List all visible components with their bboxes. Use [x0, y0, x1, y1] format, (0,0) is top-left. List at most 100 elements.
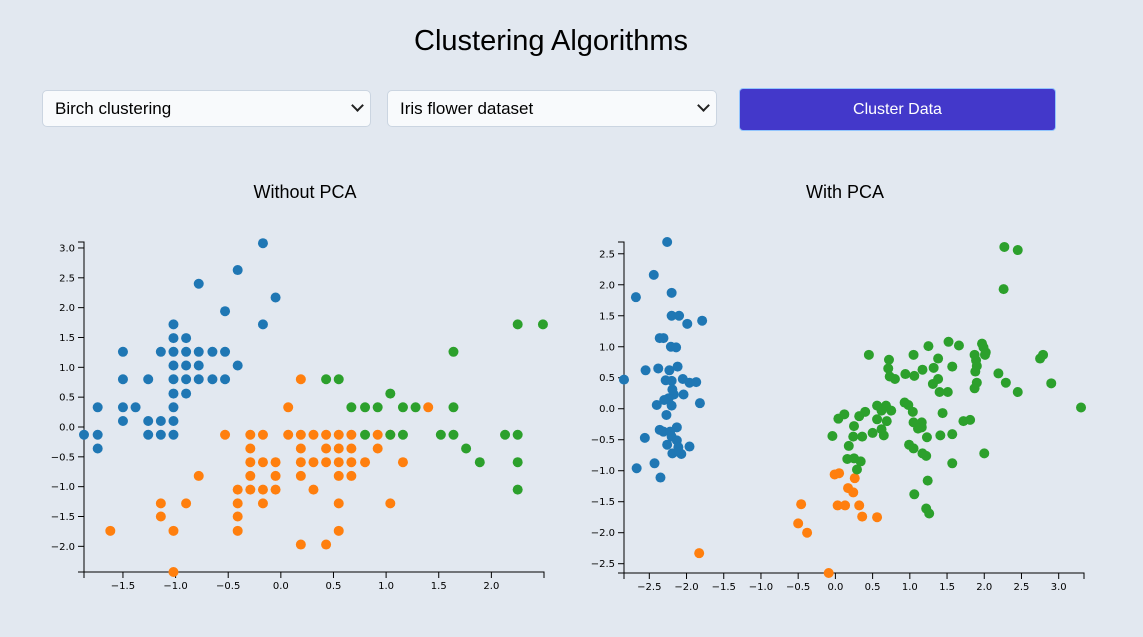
data-point	[659, 395, 670, 406]
data-point	[360, 402, 371, 413]
cluster-0-points	[619, 237, 708, 483]
x-tick-label: −0.5	[786, 582, 810, 593]
data-point	[333, 443, 344, 454]
y-tick-label: 1.5	[59, 333, 75, 344]
data-point	[207, 346, 218, 357]
data-point	[105, 525, 116, 536]
data-point	[346, 429, 357, 440]
chart-title-with-pca: With PCA	[805, 182, 884, 202]
x-tick-label: −1.5	[111, 581, 135, 592]
data-point	[92, 429, 103, 440]
data-point	[843, 440, 854, 451]
data-point	[193, 278, 204, 289]
data-point	[671, 342, 682, 353]
x-tick-label: −2.0	[674, 582, 698, 593]
data-point	[245, 470, 256, 481]
x-tick-label: −1.0	[163, 581, 187, 592]
data-point	[257, 498, 268, 509]
data-point	[857, 431, 868, 442]
data-point	[849, 421, 859, 432]
data-point	[917, 364, 928, 375]
data-point	[168, 525, 179, 536]
data-point	[181, 333, 192, 344]
x-tick-label: 1.5	[939, 582, 955, 593]
data-point	[257, 238, 268, 249]
data-point	[697, 315, 708, 326]
data-point	[923, 341, 934, 352]
data-point	[886, 405, 897, 416]
y-tick-label: −0.5	[591, 435, 615, 446]
data-point	[232, 511, 243, 522]
data-point	[928, 362, 939, 373]
data-point	[855, 456, 866, 467]
data-point	[193, 360, 204, 371]
data-point	[631, 463, 642, 474]
data-point	[333, 457, 344, 468]
data-point	[232, 484, 243, 495]
data-point	[883, 354, 894, 365]
data-point	[676, 448, 687, 459]
data-point	[321, 539, 332, 550]
data-point	[360, 429, 371, 440]
data-point	[927, 378, 938, 389]
data-point	[630, 292, 641, 303]
y-tick-label: 0.0	[599, 404, 615, 415]
algorithm-select[interactable]: Birch clustering	[42, 90, 371, 127]
data-point	[346, 457, 357, 468]
data-point	[854, 500, 865, 511]
x-tick-label: −1.5	[712, 582, 736, 593]
data-point	[872, 512, 883, 523]
data-point	[295, 470, 306, 481]
dataset-select[interactable]: Iris flower dataset	[387, 90, 717, 127]
data-point	[168, 567, 179, 577]
data-point	[672, 361, 683, 372]
data-point	[1035, 353, 1046, 364]
x-tick-label: 3.0	[1051, 582, 1067, 593]
data-point	[220, 374, 231, 385]
data-point	[678, 389, 689, 400]
data-point	[257, 319, 268, 330]
data-point	[655, 472, 666, 483]
data-point	[193, 374, 204, 385]
x-tick-label: 1.0	[902, 582, 918, 593]
data-point	[980, 349, 991, 360]
data-point	[372, 402, 383, 413]
data-point	[117, 416, 128, 427]
y-axis-line	[618, 241, 625, 574]
data-point	[694, 548, 705, 559]
data-point	[827, 431, 838, 442]
data-point	[666, 375, 677, 386]
data-point	[295, 429, 306, 440]
data-point	[232, 525, 243, 536]
cluster-1-points	[694, 468, 883, 578]
data-point	[448, 402, 459, 413]
data-point	[92, 443, 103, 454]
data-point	[257, 484, 268, 495]
data-point	[168, 360, 179, 371]
cluster-data-button[interactable]: Cluster Data	[739, 88, 1056, 131]
data-point	[829, 469, 840, 480]
data-point	[372, 429, 383, 440]
y-tick-label: −2.5	[591, 559, 615, 570]
data-point	[878, 430, 889, 441]
data-point	[385, 498, 396, 509]
x-tick-label: 0.5	[326, 581, 342, 592]
data-point	[346, 443, 357, 454]
y-tick-label: 0.5	[599, 373, 615, 384]
data-point	[207, 374, 218, 385]
data-point	[694, 398, 705, 409]
data-point	[410, 402, 421, 413]
x-tick-label: 1.0	[378, 581, 394, 592]
data-point	[889, 373, 900, 384]
data-point	[257, 457, 268, 468]
data-point	[840, 500, 851, 511]
data-point	[908, 443, 919, 454]
data-point	[883, 363, 894, 374]
data-point	[448, 346, 459, 357]
data-point	[155, 346, 166, 357]
data-point	[935, 430, 946, 441]
data-point	[117, 346, 128, 357]
data-point	[849, 473, 860, 484]
data-point	[922, 475, 933, 486]
data-point	[832, 500, 843, 511]
